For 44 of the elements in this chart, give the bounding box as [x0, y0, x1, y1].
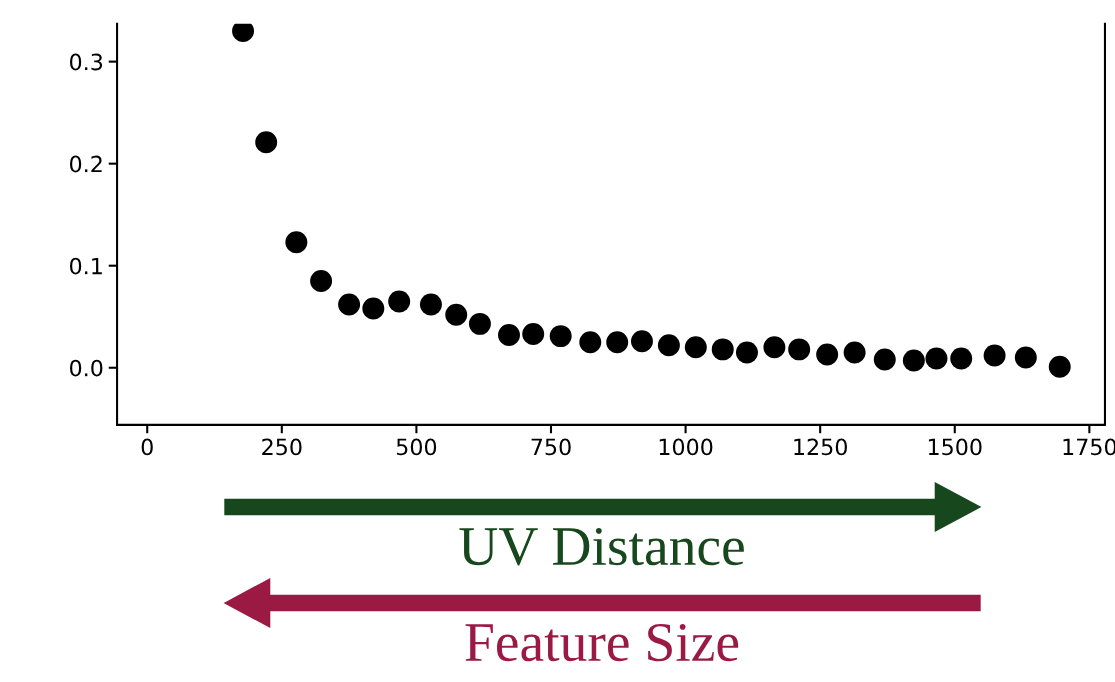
- point: [873, 348, 896, 371]
- x-tick-label: 500: [396, 438, 437, 456]
- x-tick-label: 1500: [928, 438, 982, 456]
- point: [902, 349, 925, 372]
- point: [310, 270, 333, 292]
- point: [631, 330, 653, 353]
- point: [498, 324, 520, 347]
- point: [788, 338, 811, 361]
- point: [362, 297, 385, 320]
- point: [285, 231, 308, 254]
- point: [950, 347, 973, 370]
- point: [522, 323, 545, 346]
- x-tick-label: 750: [531, 438, 571, 456]
- point: [983, 344, 1006, 367]
- point: [925, 347, 948, 370]
- x-tick-label: 1250: [794, 438, 847, 456]
- point: [388, 290, 411, 313]
- point: [711, 338, 734, 361]
- point: [843, 341, 866, 364]
- point: [579, 331, 602, 354]
- text: Feature Size: [465, 623, 739, 662]
- point: [338, 293, 361, 316]
- point: [735, 341, 758, 364]
- point: [549, 325, 572, 348]
- y-tick-label: 0.3: [70, 53, 103, 71]
- point: [684, 336, 707, 359]
- point: [657, 334, 680, 357]
- x-tick-label: 250: [262, 438, 302, 456]
- point: [468, 312, 491, 335]
- point: [1048, 355, 1071, 378]
- y-tick-label: 0.0: [70, 359, 103, 377]
- point: [1014, 346, 1037, 369]
- point: [445, 303, 468, 326]
- point: [606, 331, 629, 354]
- point: [232, 23, 255, 42]
- point: [419, 293, 442, 316]
- point: [763, 336, 786, 359]
- text: UV Distance: [459, 527, 744, 566]
- x-tick-label: 0: [141, 438, 153, 456]
- y-tick-label: 0.1: [70, 257, 102, 275]
- point: [255, 131, 278, 154]
- point: [816, 343, 839, 366]
- y-tick-label: 0.2: [70, 155, 102, 173]
- x-tick-label: 1000: [659, 438, 713, 456]
